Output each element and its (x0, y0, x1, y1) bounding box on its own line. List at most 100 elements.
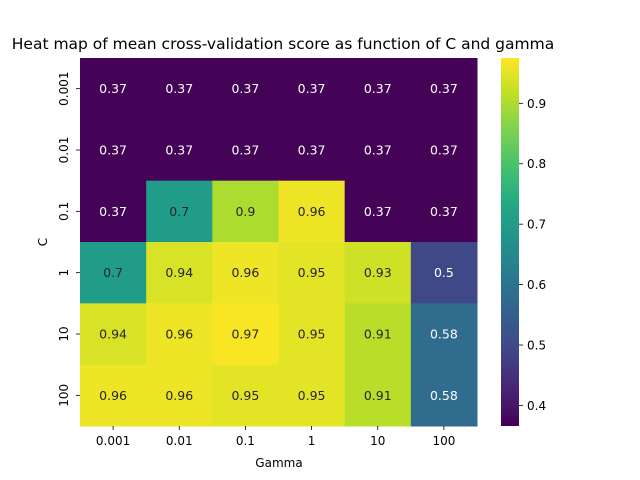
cell-value-label: 0.95 (298, 327, 326, 342)
heatmap-cell (146, 364, 213, 427)
heatmap-cell (278, 364, 346, 427)
heatmap-cell (344, 180, 412, 243)
heatmap-cell-labels: 0.37 0.37 0.37 0.37 0.37 0.37 0.37 0.37 0.37 0.37… (99, 81, 458, 403)
y-tick-label: 0.1 (57, 202, 71, 221)
cell-value-label: 0.94 (99, 327, 127, 342)
cell-value-label: 0.37 (430, 204, 458, 219)
heatmap-cell (344, 242, 412, 304)
heatmap-cell (146, 119, 213, 182)
x-tick-label: 10 (370, 434, 385, 448)
heatmap-cell (146, 303, 213, 366)
heatmap-cell (344, 303, 412, 366)
heatmap-cell (80, 364, 147, 427)
cell-value-label: 0.37 (99, 81, 127, 96)
heatmap-cell (80, 242, 147, 304)
colorbar-tick-label: 0.4 (527, 399, 546, 413)
heatmap-cell (80, 180, 147, 243)
cell-value-label: 0.7 (103, 265, 123, 280)
cell-value-label: 0.37 (364, 143, 392, 158)
cell-value-label: 0.91 (364, 327, 392, 342)
cell-value-label: 0.95 (298, 388, 326, 403)
heatmap-cell (344, 364, 412, 427)
y-tick-label: 10 (57, 326, 71, 341)
cell-value-label: 0.37 (165, 143, 193, 158)
heatmap-cell (278, 119, 346, 182)
cell-value-label: 0.37 (364, 81, 392, 96)
cell-value-label: 0.96 (298, 204, 326, 219)
heatmap-cell (278, 180, 346, 243)
heatmap-cell (146, 180, 213, 243)
y-tick-label: 100 (57, 384, 71, 407)
cell-value-label: 0.9 (235, 204, 255, 219)
heatmap-cell (278, 58, 346, 120)
y-tick-label: 1 (57, 269, 71, 277)
colorbar: 0.4 0.5 0.6 0.7 0.8 0.9 (501, 58, 546, 426)
cell-value-label: 0.37 (231, 81, 259, 96)
heatmap-cell (212, 58, 279, 120)
cell-value-label: 0.91 (364, 388, 392, 403)
heatmap-cell (80, 119, 147, 182)
cell-value-label: 0.37 (99, 204, 127, 219)
colorbar-gradient (501, 58, 519, 426)
cell-value-label: 0.96 (165, 388, 193, 403)
y-tick-label: 0.001 (57, 71, 71, 105)
x-tick-label: 0.001 (96, 434, 130, 448)
heatmap-cell (212, 364, 279, 427)
cell-value-label: 0.93 (364, 265, 392, 280)
y-axis: 0.001 0.01 0.1 1 10 100 (57, 71, 80, 407)
heatmap-cell (410, 242, 478, 304)
cell-value-label: 0.58 (430, 327, 458, 342)
heatmap-cell (410, 364, 478, 427)
heatmap-cell (212, 303, 279, 366)
x-axis: 0.001 0.01 0.1 1 10 100 (96, 426, 455, 448)
cell-value-label: 0.37 (364, 204, 392, 219)
x-tick-label: 100 (432, 434, 455, 448)
cell-value-label: 0.95 (298, 265, 326, 280)
heatmap-cell (410, 119, 478, 182)
heatmap-cells (80, 58, 478, 427)
cell-value-label: 0.96 (231, 265, 259, 280)
heatmap-cell (80, 303, 147, 366)
cell-value-label: 0.37 (298, 81, 326, 96)
cell-value-label: 0.37 (231, 143, 259, 158)
cell-value-label: 0.58 (430, 388, 458, 403)
heatmap-cell (344, 119, 412, 182)
x-tick-label: 1 (308, 434, 316, 448)
cell-value-label: 0.7 (169, 204, 189, 219)
y-tick-label: 0.01 (57, 137, 71, 164)
cell-value-label: 0.94 (165, 265, 193, 280)
cell-value-label: 0.37 (430, 143, 458, 158)
colorbar-tick-label: 0.7 (527, 218, 546, 232)
heatmap-cell (344, 58, 412, 120)
x-tick-label: 0.01 (166, 434, 193, 448)
heatmap-cell (410, 180, 478, 243)
heatmap-cell (212, 242, 279, 304)
colorbar-tick-label: 0.5 (527, 339, 546, 353)
colorbar-tick-label: 0.6 (527, 278, 546, 292)
heatmap-cell (278, 242, 346, 304)
cell-value-label: 0.96 (165, 327, 193, 342)
cell-value-label: 0.97 (231, 327, 259, 342)
cell-value-label: 0.5 (434, 265, 454, 280)
heatmap-cell (146, 242, 213, 304)
heatmap-cell (212, 180, 279, 243)
heatmap-cell (212, 119, 279, 182)
heatmap-cell (80, 58, 147, 120)
colorbar-tick-label: 0.9 (527, 97, 546, 111)
heatmap-cell (410, 58, 478, 120)
cell-value-label: 0.95 (231, 388, 259, 403)
cell-value-label: 0.37 (430, 81, 458, 96)
heatmap-cell (410, 303, 478, 366)
y-axis-label: C (36, 238, 50, 246)
colorbar-tick-label: 0.8 (527, 157, 546, 171)
chart-title: Heat map of mean cross-validation score … (12, 35, 554, 53)
cell-value-label: 0.37 (298, 143, 326, 158)
x-axis-label: Gamma (255, 456, 302, 470)
cell-value-label: 0.96 (99, 388, 127, 403)
cell-value-label: 0.37 (165, 81, 193, 96)
heatmap-cell (278, 303, 346, 366)
cell-value-label: 0.37 (99, 143, 127, 158)
heatmap-cell (146, 58, 213, 120)
x-tick-label: 0.1 (236, 434, 255, 448)
